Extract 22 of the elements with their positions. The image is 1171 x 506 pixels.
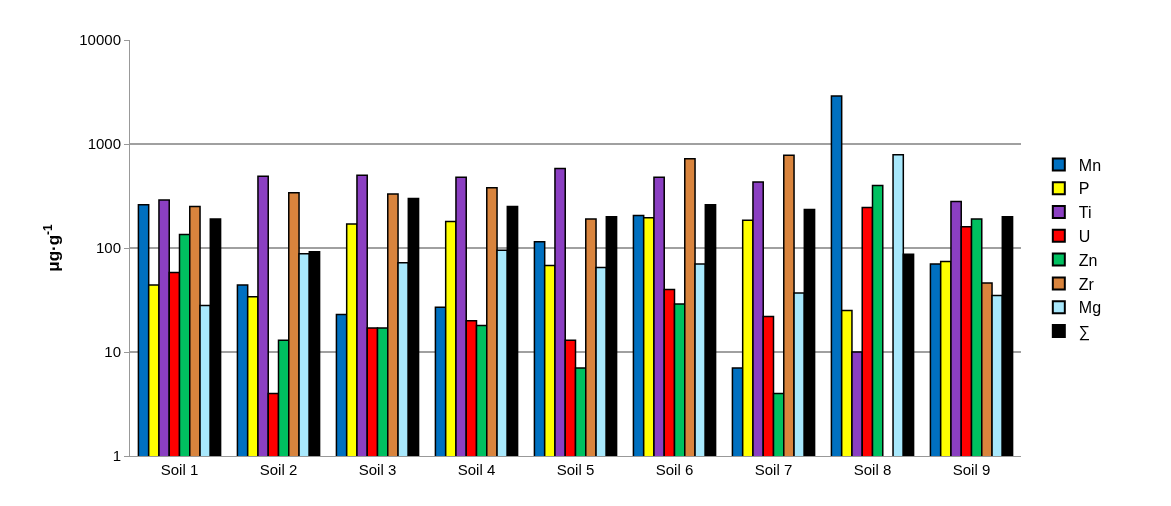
- x-tick-label: Soil 8: [853, 461, 892, 478]
- x-tick-label: Soil 7: [754, 461, 793, 478]
- y-tick-label: 1: [112, 447, 121, 465]
- x-tick-label: Soil 6: [655, 461, 694, 478]
- x-tick-label: Soil 3: [358, 461, 397, 478]
- x-tick-label: Soil 5: [556, 461, 595, 478]
- legend-label: ∑: [1078, 323, 1091, 342]
- y-tick-label: 10: [104, 343, 121, 361]
- y-tick-label: 100: [95, 239, 121, 257]
- x-tick-label: Soil 4: [457, 461, 496, 478]
- legend-label: Zr: [1078, 275, 1095, 293]
- legend-label: U: [1078, 228, 1091, 246]
- legend-label: P: [1078, 180, 1090, 198]
- legend-label: Mg: [1078, 299, 1102, 317]
- x-tick-label: Soil 2: [259, 461, 298, 478]
- legend-label: Zn: [1078, 251, 1098, 269]
- y-tick-label: 10000: [79, 31, 121, 49]
- x-tick-label: Soil 1: [160, 461, 199, 478]
- y-tick-label: 1000: [87, 135, 121, 153]
- legend-label: Ti: [1078, 204, 1092, 222]
- legend-label: Mn: [1078, 156, 1102, 174]
- x-tick-label: Soil 9: [952, 461, 991, 478]
